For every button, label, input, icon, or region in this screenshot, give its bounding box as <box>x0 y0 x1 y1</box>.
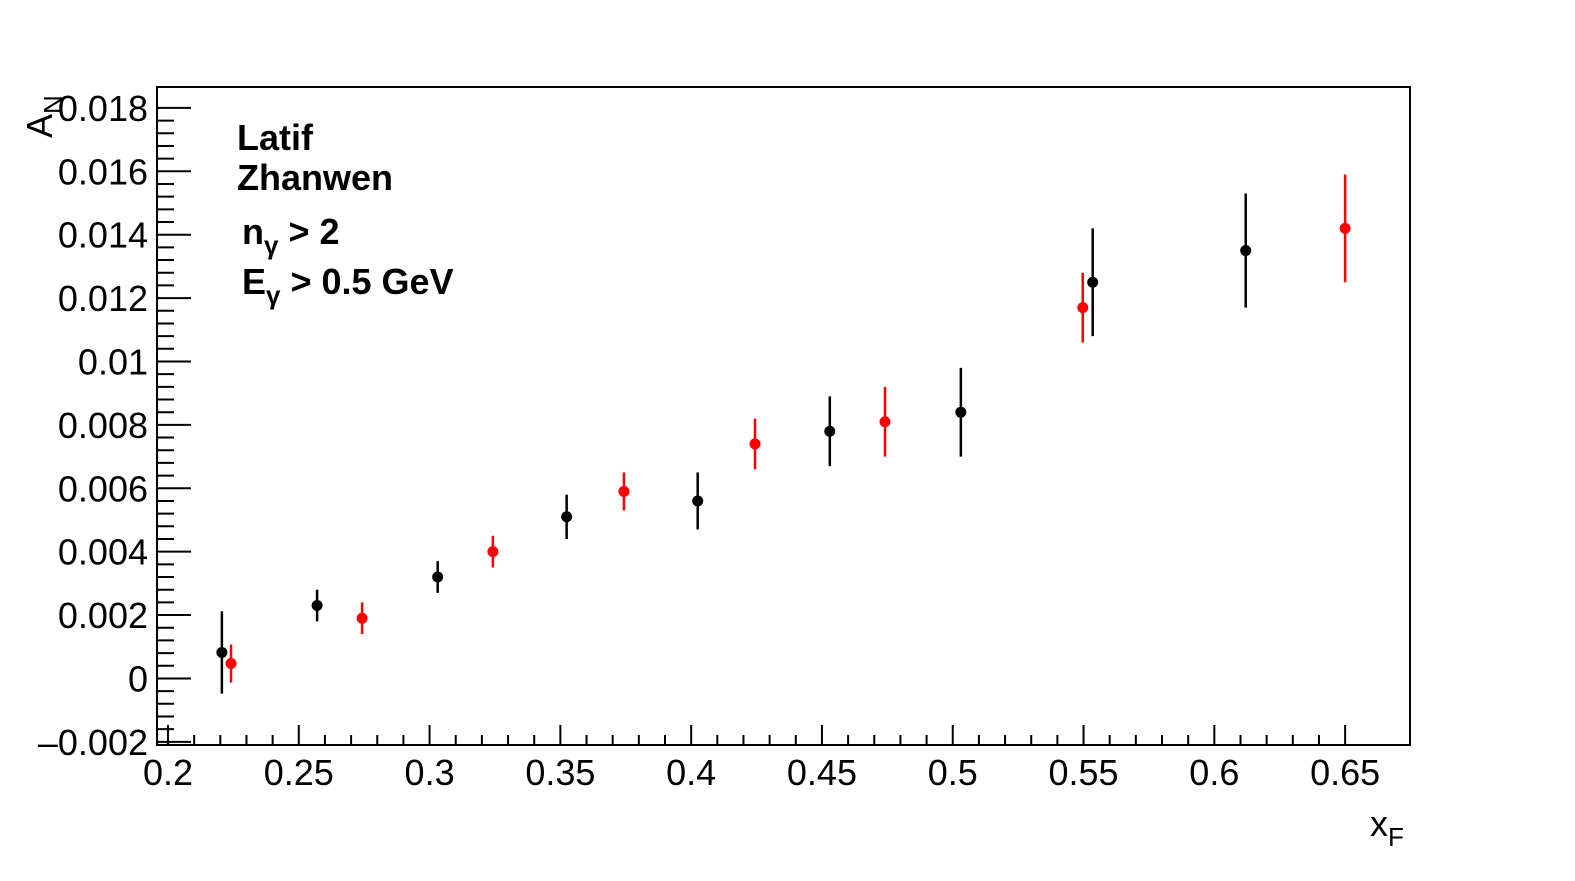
x-tick-label: 0.6 <box>1189 752 1239 793</box>
annotation-main: E <box>242 261 266 302</box>
y-axis-label-main: A <box>19 114 60 138</box>
y-tick-label: 0 <box>128 658 148 699</box>
x-tick-label: 0.2 <box>143 752 193 793</box>
annotation-rest: > 2 <box>278 211 339 252</box>
data-point <box>1077 302 1089 314</box>
y-tick-label: 0.012 <box>58 278 148 319</box>
x-tick-label: 0.45 <box>787 752 857 793</box>
y-tick-label: 0.006 <box>58 468 148 509</box>
data-point <box>618 485 630 497</box>
x-axis-label-sub: F <box>1388 822 1404 852</box>
annotation-rest: > 0.5 GeV <box>280 261 453 302</box>
data-point <box>879 416 891 428</box>
x-axis-label: xF <box>1370 803 1404 852</box>
annotation-sub: γ <box>266 280 281 310</box>
y-tick-label: –0.002 <box>38 722 148 763</box>
data-point <box>1339 222 1351 234</box>
legend-entry: Latif <box>237 117 314 158</box>
data-point <box>216 646 228 658</box>
x-axis-label-main: x <box>1370 803 1388 844</box>
data-point <box>561 511 573 523</box>
x-tick-label: 0.25 <box>264 752 334 793</box>
y-axis-label-sub: N <box>38 95 68 114</box>
annotation: nγ > 2 <box>242 211 340 260</box>
data-point <box>225 658 237 670</box>
annotation: Eγ > 0.5 GeV <box>242 261 454 310</box>
annotation-main: n <box>242 211 264 252</box>
x-tick-label: 0.3 <box>405 752 455 793</box>
y-tick-label: 0.008 <box>58 405 148 446</box>
x-tick-label: 0.55 <box>1049 752 1119 793</box>
y-axis-label: AN <box>19 95 68 138</box>
data-point <box>487 546 499 558</box>
data-point <box>432 571 444 583</box>
y-tick-label: 0.016 <box>58 151 148 192</box>
y-tick-label: 0.01 <box>78 341 148 382</box>
y-tick-label: 0.002 <box>58 595 148 636</box>
data-point <box>955 406 967 418</box>
x-tick-label: 0.35 <box>525 752 595 793</box>
y-tick-label: 0.014 <box>58 215 148 256</box>
annotation-sub: γ <box>264 230 279 260</box>
x-tick-label: 0.65 <box>1310 752 1380 793</box>
y-tick-label: 0.004 <box>58 532 148 573</box>
y-tick-label: 0.018 <box>58 88 148 129</box>
plot-frame <box>156 86 1411 746</box>
data-point <box>824 425 836 437</box>
data-point <box>1240 245 1252 257</box>
x-tick-label: 0.4 <box>666 752 716 793</box>
data-point <box>311 600 323 612</box>
x-tick-label: 0.5 <box>928 752 978 793</box>
data-point <box>356 612 368 624</box>
data-point <box>1087 276 1099 288</box>
data-point <box>692 495 704 507</box>
data-point <box>749 438 761 450</box>
legend-entry: Zhanwen <box>237 157 393 198</box>
